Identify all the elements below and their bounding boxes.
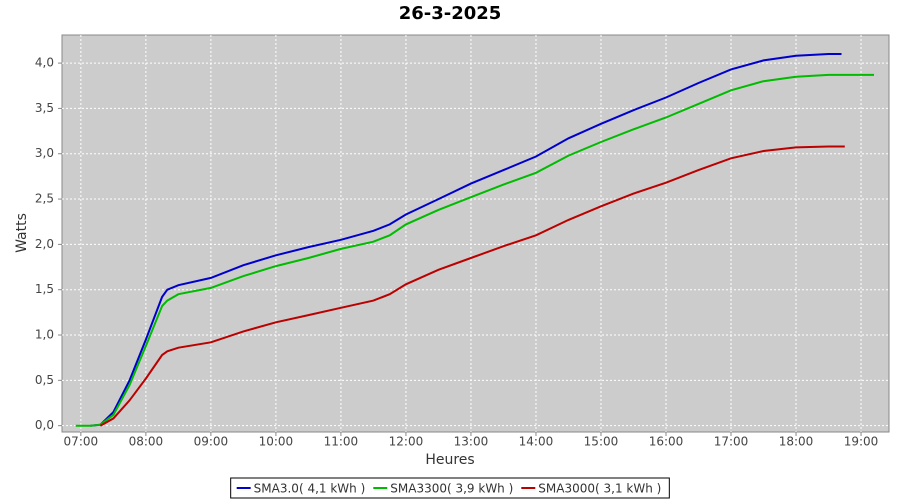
series-line: [99, 145, 845, 427]
series-line: [75, 73, 874, 427]
y-tick-label: 2,5: [35, 192, 54, 206]
x-tick-label: 16:00: [649, 435, 684, 449]
y-axis-label: Watts: [14, 213, 30, 253]
x-tick-label: 09:00: [194, 435, 229, 449]
y-tick-label: 3,0: [35, 146, 54, 160]
y-tick-label: 1,5: [35, 282, 54, 296]
legend-box: [230, 477, 670, 499]
x-tick-label: 17:00: [714, 435, 749, 449]
x-tick-label: 11:00: [324, 435, 359, 449]
x-tick-label: 18:00: [779, 435, 814, 449]
x-tick-label: 10:00: [259, 435, 294, 449]
legend-label: SMA3300( 3,9 kWh ): [390, 482, 513, 496]
y-tick-label: 3,5: [35, 101, 54, 115]
x-tick-label: 19:00: [844, 435, 879, 449]
x-tick-label: 07:00: [64, 435, 99, 449]
y-tick-label: 0,0: [35, 418, 54, 432]
y-tick-label: 2,0: [35, 237, 54, 251]
x-tick-label: 08:00: [129, 435, 164, 449]
chart-title: 26-3-2025: [399, 3, 502, 24]
y-tick-label: 4,0: [35, 56, 54, 70]
x-tick-label: 12:00: [389, 435, 424, 449]
y-tick-label: 1,0: [35, 328, 54, 342]
plot-area: [61, 34, 890, 433]
legend-label: SMA3000( 3,1 kWh ): [538, 482, 661, 496]
x-axis-label: Heures: [425, 452, 474, 468]
y-tick-label: 0,5: [35, 373, 54, 387]
x-tick-label: 14:00: [519, 435, 554, 449]
x-tick-label: 15:00: [584, 435, 619, 449]
legend-label: SMA3.0( 4,1 kWh ): [254, 482, 366, 496]
x-tick-label: 13:00: [454, 435, 489, 449]
series-line: [90, 53, 842, 427]
legend: SMA3.0( 4,1 kWh ) SMA3300( 3,9 kWh ) SMA30…: [230, 477, 670, 499]
